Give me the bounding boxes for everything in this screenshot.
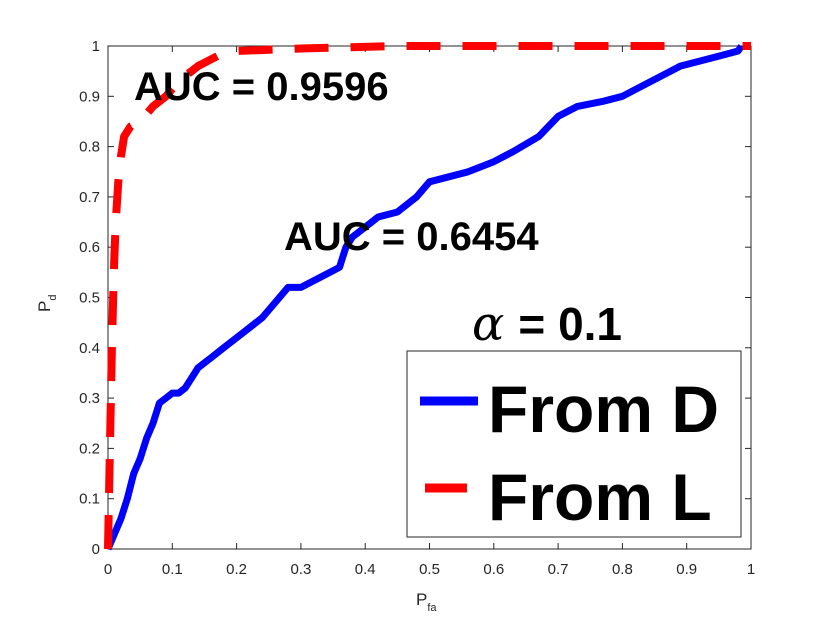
y-tick-label: 0.8: [79, 139, 100, 156]
y-axis-label-main: P: [35, 301, 54, 312]
x-tick-label: 0: [104, 561, 112, 578]
y-tick-label: 0.2: [79, 440, 100, 457]
alpha-symbol: α: [472, 296, 504, 352]
x-axis-label-sub: fa: [427, 602, 437, 614]
y-tick-label: 0.6: [79, 239, 100, 256]
legend-box: [406, 350, 742, 538]
x-tick-label: 0.5: [419, 561, 440, 578]
x-axis-label: Pfa: [416, 590, 437, 614]
y-tick-label: 0.5: [79, 290, 100, 307]
x-axis-label-main: P: [416, 590, 427, 609]
tick-group: 0 0.1 0.2 0.3 0.4 0.5 0.6 0.7 0.8 0.9 1 0 0.1 0.2 0.3 0…: [79, 38, 755, 578]
x-tick-label: 0.2: [226, 561, 247, 578]
x-tick-label: 0.7: [548, 561, 569, 578]
y-tick-label: 0: [92, 541, 100, 558]
auc-label-from-d: AUC = 0.6454: [284, 215, 539, 259]
x-tick-label: 0.4: [355, 561, 376, 578]
legend-label-from-l: From L: [488, 460, 712, 534]
x-tick-label: 0.6: [483, 561, 504, 578]
auc-label-from-l: AUC = 0.9596: [134, 65, 389, 109]
x-tick-label: 0.9: [676, 561, 697, 578]
y-axis-label: Pd: [35, 295, 59, 312]
legend-label-from-d: From D: [488, 372, 719, 446]
y-tick-label: 0.1: [79, 491, 100, 508]
y-axis-label-sub: d: [47, 295, 59, 301]
y-tick-label: 0.7: [79, 189, 100, 206]
series-line-from-d: [104, 44, 745, 551]
legend: From D From L: [406, 350, 742, 538]
alpha-value: = 0.1: [518, 298, 622, 350]
y-tick-label: 0.3: [79, 390, 100, 407]
x-tick-label: 0.3: [290, 561, 311, 578]
x-tick-label: 1: [747, 561, 755, 578]
y-tick-label: 1: [92, 38, 100, 55]
series-layer: [104, 42, 751, 551]
x-tick-label: 0.8: [612, 561, 633, 578]
alpha-annotation: α = 0.1: [472, 296, 622, 352]
x-tick-label: 0.1: [162, 561, 183, 578]
y-tick-label: 0.4: [79, 340, 100, 357]
y-tick-label: 0.9: [79, 88, 100, 105]
